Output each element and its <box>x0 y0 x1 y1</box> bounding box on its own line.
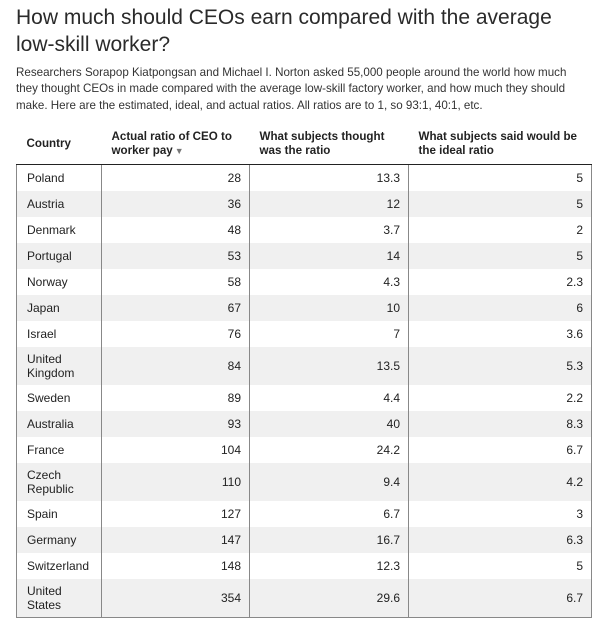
table-body: Poland 28 13.3 5 Austria 36 12 5 Denmark 48 3.7 2 Po… <box>16 164 592 618</box>
cell-country: Denmark <box>16 217 102 243</box>
cell-ideal-ratio: 6.7 <box>408 437 592 463</box>
column-header-label: Country <box>26 137 71 150</box>
table-row: Austria 36 12 5 <box>16 191 592 217</box>
table-row: United Kingdom 84 13.5 5.3 <box>16 347 592 385</box>
cell-thought-ratio: 40 <box>249 411 409 437</box>
table-row: Switzerland 148 12.3 5 <box>16 553 592 579</box>
cell-country: Australia <box>16 411 102 437</box>
cell-thought-ratio: 7 <box>249 321 409 347</box>
cell-ideal-ratio: 5.3 <box>408 347 592 385</box>
cell-ideal-ratio: 2.3 <box>408 269 592 295</box>
cell-ideal-ratio: 4.2 <box>408 463 592 501</box>
cell-ideal-ratio: 2 <box>408 217 592 243</box>
table-row: United States 354 29.6 6.7 <box>16 579 592 618</box>
cell-thought-ratio: 9.4 <box>249 463 409 501</box>
table-row: Spain 127 6.7 3 <box>16 501 592 527</box>
cell-actual-ratio: 354 <box>101 579 250 618</box>
cell-actual-ratio: 93 <box>101 411 250 437</box>
column-header-country[interactable]: Country <box>16 124 102 165</box>
cell-thought-ratio: 13.5 <box>249 347 409 385</box>
cell-ideal-ratio: 3.6 <box>408 321 592 347</box>
table-row: Germany 147 16.7 6.3 <box>16 527 592 553</box>
cell-actual-ratio: 84 <box>101 347 250 385</box>
table-row: France 104 24.2 6.7 <box>16 437 592 463</box>
cell-actual-ratio: 148 <box>101 553 250 579</box>
cell-thought-ratio: 24.2 <box>249 437 409 463</box>
column-header-ideal[interactable]: What subjects said would be the ideal ra… <box>408 124 592 165</box>
chart-description: Researchers Sorapop Kiatpongsan and Mich… <box>16 66 567 112</box>
cell-thought-ratio: 14 <box>249 243 409 269</box>
column-header-label: What subjects said would be the ideal ra… <box>418 130 577 157</box>
cell-ideal-ratio: 6.7 <box>408 579 592 618</box>
cell-actual-ratio: 58 <box>101 269 250 295</box>
cell-country: Austria <box>16 191 102 217</box>
cell-thought-ratio: 4.4 <box>249 385 409 411</box>
table-row: Portugal 53 14 5 <box>16 243 592 269</box>
cell-thought-ratio: 6.7 <box>249 501 409 527</box>
column-header-label: What subjects thought was the ratio <box>259 130 385 157</box>
table-row: Norway 58 4.3 2.3 <box>16 269 592 295</box>
ratio-table-container: Country Actual ratio of CEO to worker pa… <box>16 124 592 618</box>
column-header-actual[interactable]: Actual ratio of CEO to worker pay ▼ <box>101 124 250 165</box>
cell-country: Spain <box>16 501 102 527</box>
cell-country: Germany <box>16 527 102 553</box>
cell-actual-ratio: 67 <box>101 295 250 321</box>
column-header-thought[interactable]: What subjects thought was the ratio <box>249 124 409 165</box>
cell-country: United Kingdom <box>16 347 102 385</box>
table-row: Japan 67 10 6 <box>16 295 592 321</box>
cell-country: Czech Republic <box>16 463 102 501</box>
cell-country: France <box>16 437 102 463</box>
table-row: Czech Republic 110 9.4 4.2 <box>16 463 592 501</box>
cell-thought-ratio: 12.3 <box>249 553 409 579</box>
cell-ideal-ratio: 5 <box>408 553 592 579</box>
cell-country: Portugal <box>16 243 102 269</box>
cell-thought-ratio: 10 <box>249 295 409 321</box>
cell-ideal-ratio: 5 <box>408 164 592 191</box>
table-row: Sweden 89 4.4 2.2 <box>16 385 592 411</box>
cell-actual-ratio: 147 <box>101 527 250 553</box>
cell-thought-ratio: 13.3 <box>249 164 409 191</box>
cell-actual-ratio: 110 <box>101 463 250 501</box>
cell-country: Switzerland <box>16 553 102 579</box>
cell-country: United States <box>16 579 102 618</box>
table-row: Poland 28 13.3 5 <box>16 164 592 191</box>
cell-thought-ratio: 3.7 <box>249 217 409 243</box>
cell-ideal-ratio: 5 <box>408 191 592 217</box>
table-row: Denmark 48 3.7 2 <box>16 217 592 243</box>
cell-actual-ratio: 53 <box>101 243 250 269</box>
cell-thought-ratio: 16.7 <box>249 527 409 553</box>
cell-ideal-ratio: 6 <box>408 295 592 321</box>
column-header-label: Actual ratio of CEO to worker pay <box>111 130 232 157</box>
cell-ideal-ratio: 5 <box>408 243 592 269</box>
cell-actual-ratio: 89 <box>101 385 250 411</box>
sort-descending-icon[interactable]: ▼ <box>174 146 184 156</box>
chart-title: How much should CEOs earn compared with … <box>16 6 552 56</box>
table-row: Israel 76 7 3.6 <box>16 321 592 347</box>
ratio-table: Country Actual ratio of CEO to worker pa… <box>16 124 592 618</box>
table-row: Australia 93 40 8.3 <box>16 411 592 437</box>
cell-thought-ratio: 29.6 <box>249 579 409 618</box>
cell-actual-ratio: 127 <box>101 501 250 527</box>
cell-thought-ratio: 4.3 <box>249 269 409 295</box>
cell-country: Israel <box>16 321 102 347</box>
cell-country: Japan <box>16 295 102 321</box>
cell-ideal-ratio: 3 <box>408 501 592 527</box>
cell-actual-ratio: 36 <box>101 191 250 217</box>
cell-actual-ratio: 28 <box>101 164 250 191</box>
cell-ideal-ratio: 6.3 <box>408 527 592 553</box>
cell-country: Poland <box>16 164 102 191</box>
cell-country: Norway <box>16 269 102 295</box>
cell-country: Sweden <box>16 385 102 411</box>
table-header-row: Country Actual ratio of CEO to worker pa… <box>16 124 592 165</box>
cell-thought-ratio: 12 <box>249 191 409 217</box>
cell-actual-ratio: 104 <box>101 437 250 463</box>
cell-actual-ratio: 48 <box>101 217 250 243</box>
cell-actual-ratio: 76 <box>101 321 250 347</box>
cell-ideal-ratio: 2.2 <box>408 385 592 411</box>
cell-ideal-ratio: 8.3 <box>408 411 592 437</box>
